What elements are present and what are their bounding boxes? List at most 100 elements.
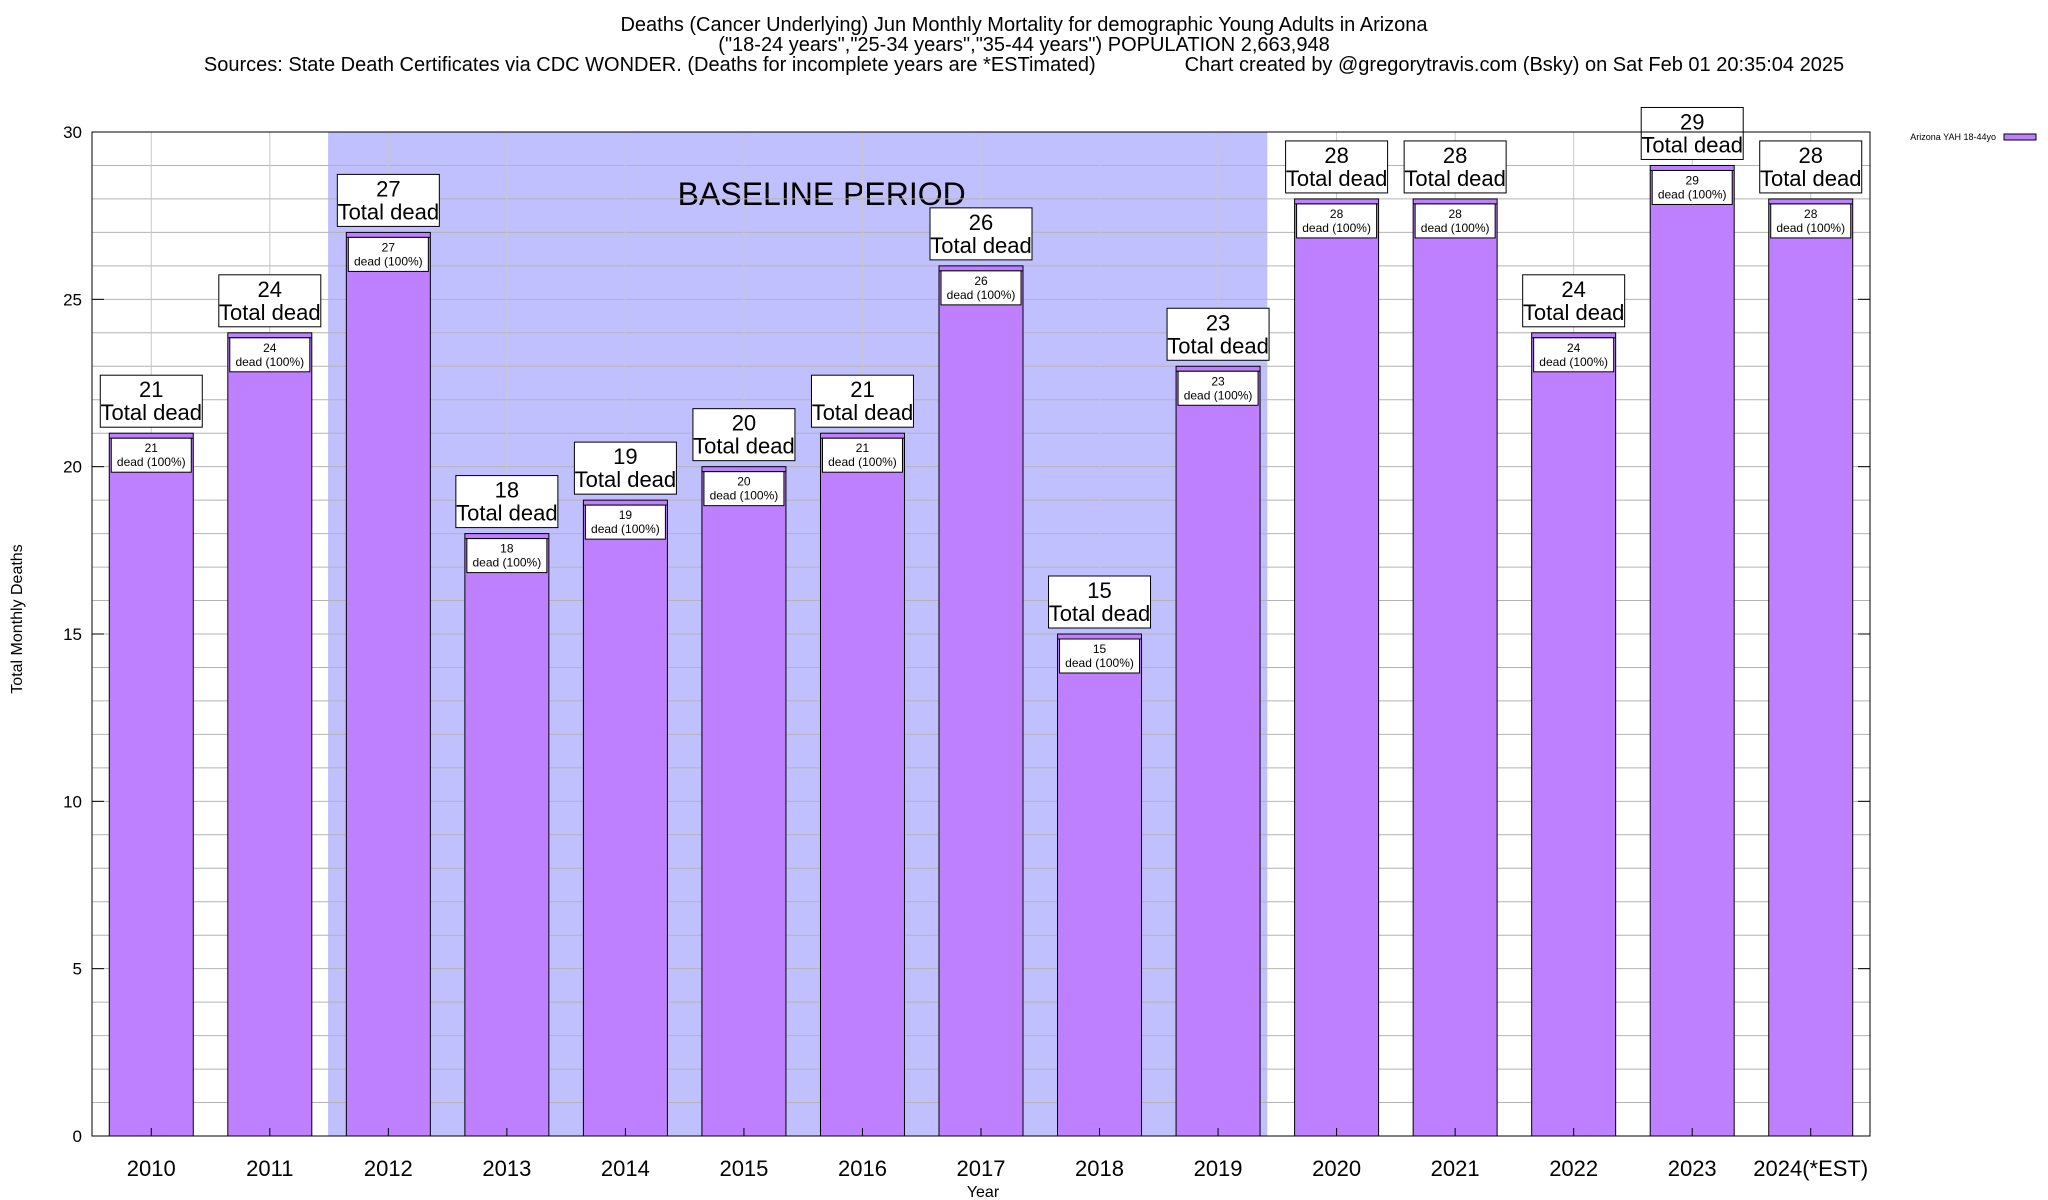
- top-label-value: 28: [1798, 143, 1822, 168]
- top-label-value: 29: [1680, 109, 1704, 134]
- bar: [1531, 332, 1617, 1137]
- top-label-box: [573, 441, 677, 495]
- top-label-box: [1403, 140, 1507, 194]
- top-label-value: 26: [969, 210, 993, 235]
- top-label-value: 20: [732, 411, 756, 436]
- inner-label-value: 24: [263, 341, 277, 355]
- x-tick-label: 2013: [482, 1156, 531, 1181]
- inner-label-text: dead (100%): [1421, 221, 1490, 235]
- top-label-box: [1522, 274, 1626, 328]
- top-label-text: Total dead: [1523, 300, 1625, 325]
- inner-label-box: [940, 270, 1022, 306]
- bar: [582, 499, 668, 1137]
- inner-label-text: dead (100%): [1539, 355, 1608, 369]
- inner-label-value: 18: [500, 542, 514, 556]
- top-label-text: Total dead: [338, 199, 440, 224]
- bar: [1057, 633, 1143, 1137]
- bar: [464, 533, 550, 1137]
- x-tick-label: 2019: [1194, 1156, 1243, 1181]
- top-label-box: [455, 475, 559, 529]
- x-tick-label: 2024(*EST): [1753, 1156, 1868, 1181]
- inner-label-text: dead (100%): [591, 522, 660, 536]
- bar: [1412, 198, 1498, 1137]
- top-label-text: Total dead: [456, 501, 558, 526]
- inner-label-value: 29: [1686, 173, 1700, 187]
- inner-label-box: [1296, 203, 1378, 239]
- inner-label-value: 20: [737, 475, 751, 489]
- inner-label-value: 27: [382, 240, 396, 254]
- inner-label-text: dead (100%): [473, 556, 542, 570]
- inner-label-text: dead (100%): [354, 254, 423, 268]
- top-label-value: 24: [1561, 277, 1585, 302]
- inner-label-value: 15: [1093, 642, 1107, 656]
- inner-label-text: dead (100%): [1658, 187, 1727, 201]
- inner-label-box: [821, 437, 903, 473]
- top-label-box: [218, 274, 322, 328]
- top-label-text: Total dead: [930, 233, 1032, 258]
- x-tick-label: 2016: [838, 1156, 887, 1181]
- y-tick-label: 15: [63, 625, 82, 644]
- x-tick-label: 2018: [1075, 1156, 1124, 1181]
- top-label-text: Total dead: [219, 300, 321, 325]
- inner-label-box: [466, 538, 548, 574]
- top-label-value: 21: [850, 377, 874, 402]
- x-tick-label: 2012: [364, 1156, 413, 1181]
- bar: [819, 432, 905, 1137]
- top-label-box: [1166, 307, 1270, 361]
- top-label-value: 15: [1087, 578, 1111, 603]
- y-tick-label: 25: [63, 290, 82, 309]
- x-tick-label: 2011: [246, 1156, 293, 1181]
- inner-label-box: [110, 437, 192, 473]
- top-label-box: [336, 173, 440, 227]
- inner-label-box: [1059, 638, 1141, 674]
- inner-label-value: 21: [856, 441, 870, 455]
- x-tick-label: 2015: [719, 1156, 768, 1181]
- x-tick-label: 2020: [1312, 1156, 1361, 1181]
- top-label-value: 19: [613, 444, 637, 469]
- chart-subtitle: ("18-24 years","25-34 years","35-44 year…: [718, 34, 1330, 56]
- inner-label-box: [229, 337, 311, 373]
- inner-label-text: dead (100%): [828, 455, 897, 469]
- top-label-value: 18: [495, 478, 519, 503]
- top-label-value: 28: [1324, 143, 1348, 168]
- plot-frame: [91, 131, 1871, 1137]
- top-label-text: Total dead: [693, 434, 795, 459]
- top-label-value: 27: [376, 176, 400, 201]
- x-tick-label: 2023: [1668, 1156, 1717, 1181]
- bar: [701, 466, 787, 1137]
- inner-label-box: [584, 504, 666, 540]
- inner-label-box: [1651, 169, 1733, 205]
- inner-label-value: 28: [1804, 207, 1818, 221]
- inner-label-box: [1177, 370, 1259, 406]
- bar: [1768, 198, 1854, 1137]
- top-label-text: Total dead: [101, 400, 203, 425]
- inner-label-text: dead (100%): [1184, 388, 1253, 402]
- top-label-box: [1759, 140, 1863, 194]
- top-label-box: [929, 207, 1033, 261]
- inner-label-box: [1770, 203, 1852, 239]
- top-label-box: [1048, 575, 1152, 629]
- inner-label-text: dead (100%): [710, 489, 779, 503]
- legend-label: Arizona YAH 18-44yo: [1910, 132, 1996, 142]
- inner-label-text: dead (100%): [947, 288, 1016, 302]
- bar: [1294, 198, 1380, 1137]
- inner-label-value: 24: [1567, 341, 1581, 355]
- top-label-box: [99, 374, 203, 428]
- top-label-text: Total dead: [1404, 166, 1506, 191]
- y-tick-label: 10: [63, 792, 82, 811]
- inner-label-value: 28: [1448, 207, 1462, 221]
- inner-label-text: dead (100%): [117, 455, 186, 469]
- top-label-box: [1640, 106, 1744, 160]
- y-axis-title: Total Monthly Deaths: [9, 544, 26, 693]
- chart-title: Deaths (Cancer Underlying) Jun Monthly M…: [620, 14, 1428, 36]
- top-label-text: Total dead: [1167, 333, 1269, 358]
- inner-label-box: [703, 471, 785, 507]
- bar: [1175, 365, 1261, 1137]
- inner-label-text: dead (100%): [1776, 221, 1845, 235]
- y-tick-label: 30: [63, 123, 82, 142]
- inner-label-value: 23: [1211, 374, 1225, 388]
- x-tick-label: 2014: [601, 1156, 650, 1181]
- legend-swatch: [2003, 133, 2037, 141]
- top-label-value: 21: [139, 377, 163, 402]
